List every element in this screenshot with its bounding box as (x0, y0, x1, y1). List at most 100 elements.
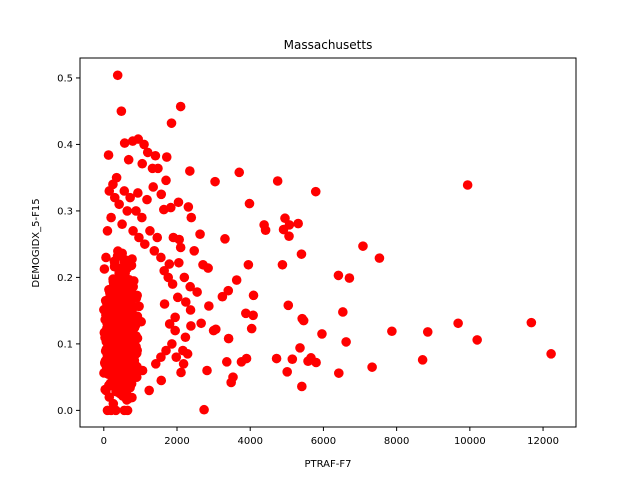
data-point (282, 367, 292, 377)
data-point (220, 234, 230, 244)
plot-area-frame (79, 57, 577, 428)
y-axis: 0.0 0.1 0.2 0.3 0.4 0.5 (57, 73, 80, 417)
x-tick-label: 8000 (384, 436, 409, 447)
data-point (303, 356, 313, 366)
data-point (367, 362, 377, 372)
data-point (221, 357, 232, 367)
data-point (127, 136, 138, 146)
data-point (159, 299, 170, 309)
data-point (103, 150, 114, 160)
data-point (124, 275, 135, 285)
data-point (171, 352, 182, 362)
data-point (178, 359, 189, 369)
data-point (204, 301, 214, 311)
data-point (211, 324, 221, 335)
data-point (156, 189, 167, 200)
data-point (156, 375, 167, 386)
data-point (297, 381, 307, 392)
data-point (546, 349, 556, 359)
data-point (202, 365, 212, 376)
data-point (133, 188, 143, 198)
data-point (119, 186, 130, 196)
y-tick-label: 0.4 (57, 140, 73, 151)
data-point (109, 333, 119, 344)
data-point (192, 287, 202, 297)
data-point (128, 226, 138, 236)
data-point (150, 150, 161, 161)
data-point (134, 232, 144, 243)
data-point (106, 212, 116, 223)
data-point (223, 333, 234, 344)
data-point (131, 368, 142, 379)
data-point (417, 355, 428, 365)
data-point (179, 272, 190, 283)
data-point (156, 252, 166, 263)
data-point (125, 192, 135, 203)
data-point (387, 326, 397, 337)
data-point (103, 297, 113, 307)
data-point (101, 330, 111, 340)
data-point (142, 194, 152, 205)
data-point (111, 172, 122, 183)
data-point (152, 232, 163, 243)
data-point (277, 259, 288, 270)
x-tick-label: 4000 (237, 436, 262, 447)
data-point (161, 152, 172, 162)
x-tick-label: 12000 (527, 436, 559, 447)
x-tick-label: 2000 (164, 436, 189, 447)
x-axis-label: PTRAF-F7 (305, 459, 352, 470)
data-point (122, 405, 133, 416)
data-point (243, 259, 254, 270)
data-point (123, 357, 133, 368)
data-point (109, 362, 119, 373)
data-point (298, 315, 309, 326)
data-point (183, 202, 194, 212)
data-point (185, 166, 195, 176)
data-point (203, 263, 213, 273)
data-point (170, 325, 180, 336)
data-point (161, 345, 171, 356)
data-point (102, 226, 113, 236)
data-point (116, 296, 127, 307)
data-point (161, 175, 171, 186)
data-point (167, 279, 178, 289)
data-point (526, 317, 537, 328)
data-point (287, 354, 298, 364)
data-point (271, 353, 282, 364)
data-point (234, 167, 245, 178)
data-point (453, 318, 463, 329)
data-point (114, 199, 124, 210)
data-point (119, 138, 130, 148)
data-point (131, 206, 141, 216)
data-point (101, 252, 111, 263)
data-point (149, 246, 160, 256)
data-point (210, 176, 220, 187)
data-point (142, 147, 153, 158)
data-point (137, 212, 147, 223)
data-point (99, 264, 110, 274)
data-point (241, 308, 251, 319)
data-point (139, 239, 150, 249)
data-point (236, 357, 247, 367)
data-point (295, 343, 305, 353)
data-point (272, 176, 283, 186)
data-point (226, 377, 236, 388)
data-point (112, 310, 122, 321)
data-point (260, 225, 271, 235)
data-point (167, 339, 177, 349)
data-point (311, 357, 321, 368)
chart-title: Massachusetts (284, 38, 373, 52)
data-point (182, 349, 193, 359)
y-tick-label: 0.2 (57, 273, 73, 284)
data-point (130, 313, 141, 323)
data-point (189, 246, 200, 256)
data-point (148, 182, 159, 192)
data-point (338, 307, 348, 317)
data-point (137, 158, 148, 169)
data-point (109, 261, 120, 272)
data-point (125, 382, 135, 393)
data-point (175, 242, 186, 253)
